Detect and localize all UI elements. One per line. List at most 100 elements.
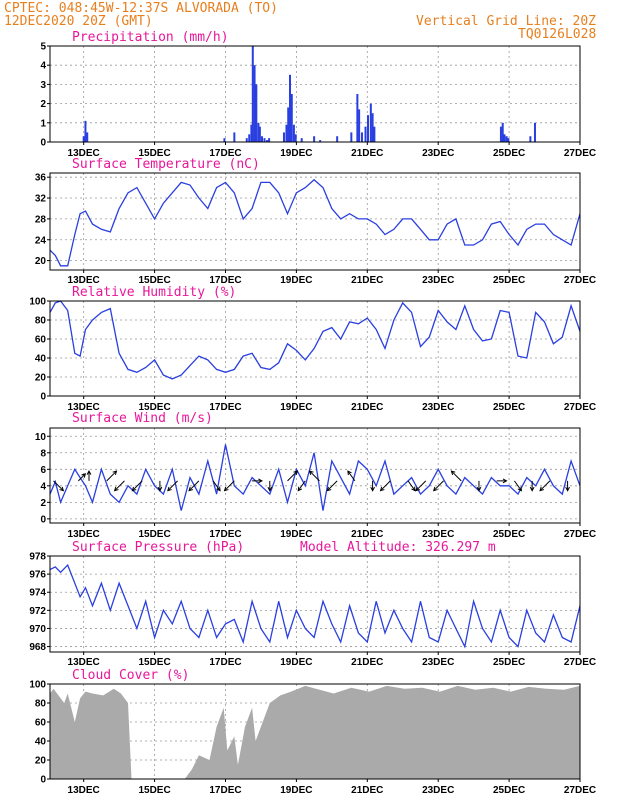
y-tick-label: 5 — [40, 42, 46, 53]
y-tick-label: 40 — [35, 737, 47, 748]
precip-bar — [507, 138, 510, 142]
y-tick-label: 20 — [35, 373, 47, 384]
wind-arrow — [114, 480, 125, 492]
x-tick-label: 23DEC — [422, 657, 454, 668]
x-tick-label: 21DEC — [351, 402, 383, 413]
cloud-panel: 0 20 40 60 80 100 13DEC 15DEC 17DEC 19DEC 21DEC 23D… — [29, 668, 596, 796]
x-tick-label: 23DEC — [422, 529, 454, 540]
x-tick-label: 19DEC — [280, 148, 312, 159]
x-tick-label: 21DEC — [351, 785, 383, 796]
wind-arrow-head — [379, 486, 385, 492]
model-altitude-label: Model Altitude: 326.297 m — [300, 540, 496, 555]
y-tick-label: 0 — [40, 392, 46, 403]
y-tick-label: 4 — [40, 61, 46, 72]
precip-bar — [285, 124, 288, 142]
y-tick-label: 24 — [35, 235, 47, 246]
x-tick-label: 13DEC — [68, 529, 100, 540]
x-tick-label: 15DEC — [138, 529, 170, 540]
x-tick-label: 15DEC — [138, 785, 170, 796]
wind-arrow-head — [157, 486, 163, 492]
x-tick-label: 19DEC — [280, 785, 312, 796]
x-tick-label: 19DEC — [280, 529, 312, 540]
precip-bar — [263, 138, 266, 142]
y-tick-label: 3 — [40, 80, 46, 91]
cloud-area — [50, 685, 580, 779]
wind-panel: 0 2 4 6 8 10 13DEC 15DEC 17DEC 19DEC 21DEC 23DEC 25D… — [35, 411, 596, 540]
humidity-panel: 0 20 40 60 80 100 13DEC 15DEC 17DEC 19DEC 21DEC 23D… — [29, 285, 596, 413]
precip-bar — [233, 132, 236, 142]
precip-bar — [505, 136, 508, 142]
precip-panel: 0 1 2 3 4 5 13DEC 15DEC 17DEC 19DEC 21DEC 23DEC 25DE… — [40, 30, 596, 159]
precip-bar — [360, 132, 363, 142]
wind-arrow-head — [188, 486, 194, 492]
wind-arrow — [188, 480, 200, 492]
humidity-line — [49, 300, 581, 380]
wind-arrow-head — [297, 486, 303, 492]
wind-arrow — [407, 480, 416, 491]
precip-bar — [261, 136, 263, 142]
wind-arrow-head — [517, 486, 523, 492]
x-tick-label: 17DEC — [209, 275, 241, 286]
temperature-line — [49, 178, 581, 267]
y-tick-label: 36 — [35, 173, 47, 184]
wind-arrow — [167, 480, 178, 492]
wind-arrow-head — [223, 486, 229, 492]
wind-arrow-head — [539, 486, 545, 492]
precip-bar — [258, 126, 261, 142]
precip-bar — [371, 113, 374, 142]
cloud-title: Cloud Cover (%) — [72, 668, 189, 683]
pressure-title: Surface Pressure (hPa) — [72, 540, 244, 555]
wind-title: Surface Wind (m/s) — [72, 411, 213, 426]
y-tick-label: 0 — [40, 514, 46, 525]
wind-arrow-head — [347, 470, 352, 476]
precip-bar — [265, 140, 268, 142]
wind-arrow — [287, 470, 298, 482]
y-tick-label: 60 — [35, 718, 47, 729]
wind-arrow-head — [113, 486, 119, 492]
x-tick-label: 23DEC — [422, 402, 454, 413]
x-tick-label: 21DEC — [351, 148, 383, 159]
precip-bar — [253, 65, 256, 142]
precip-bar — [373, 126, 376, 142]
precip-bar — [501, 122, 504, 142]
wind-arrow-head — [267, 486, 273, 492]
x-tick-label: 27DEC — [564, 275, 596, 286]
x-tick-label: 13DEC — [68, 275, 100, 286]
pressure-frame — [49, 555, 581, 653]
precip-bar — [358, 109, 361, 142]
precip-bar — [257, 122, 260, 142]
precip-bar — [499, 126, 502, 142]
x-tick-label: 27DEC — [564, 657, 596, 668]
x-tick-label: 15DEC — [138, 148, 170, 159]
x-tick-label: 19DEC — [280, 402, 312, 413]
wind-arrow-head — [565, 486, 570, 492]
x-tick-label: 13DEC — [68, 657, 100, 668]
y-tick-label: 80 — [35, 316, 47, 327]
wind-arrow-head — [411, 486, 416, 492]
y-tick-label: 8 — [40, 448, 46, 459]
wind-arrow — [106, 470, 117, 482]
run-time-label: 12DEC2020 20Z (GMT) — [4, 14, 153, 29]
x-tick-label: 21DEC — [351, 657, 383, 668]
precip-bar — [223, 138, 226, 142]
x-tick-label: 21DEC — [351, 275, 383, 286]
y-tick-label: 20 — [35, 256, 47, 267]
wind-arrow — [224, 480, 235, 492]
x-tick-label: 23DEC — [422, 148, 454, 159]
wind-arrow — [327, 480, 338, 492]
precip-bar — [533, 122, 536, 142]
grid-note-label: Vertical Grid Line: 20Z — [416, 14, 596, 29]
y-tick-label: 40 — [35, 354, 47, 365]
y-tick-label: 10 — [35, 432, 47, 443]
precip-bar — [86, 132, 89, 142]
precip-bar — [364, 126, 367, 142]
panels-group: 0 1 2 3 4 5 13DEC 15DEC 17DEC 19DEC 21DEC 23DEC 25DE… — [29, 30, 596, 796]
precip-bar — [350, 132, 353, 142]
model-code-label: TQ0126L028 — [518, 27, 596, 42]
precip-bar — [313, 136, 316, 142]
precip-bar — [503, 134, 506, 142]
wind-arrow-head — [502, 478, 508, 484]
x-tick-label: 17DEC — [209, 785, 241, 796]
wind-arrow — [53, 480, 64, 492]
